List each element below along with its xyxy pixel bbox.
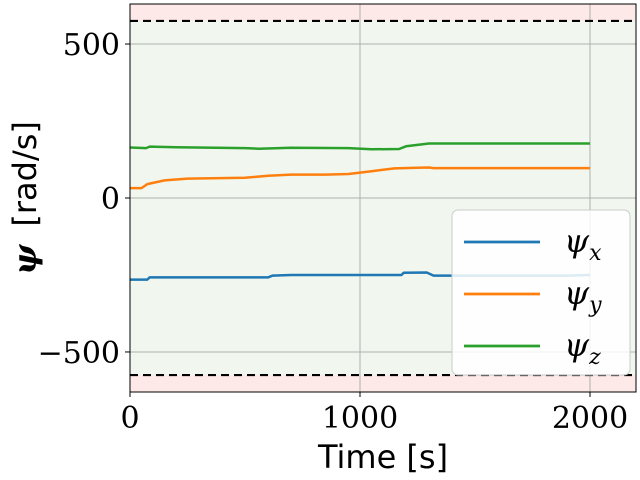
y-axis-label-symbol: ψ bbox=[6, 244, 44, 275]
y-axis-label-units: [rad/s] bbox=[6, 121, 44, 227]
x-tick-label: 1000 bbox=[322, 401, 398, 436]
unsafe-region-upper bbox=[130, 4, 636, 21]
series-line-z bbox=[129, 142, 590, 151]
legend-box bbox=[451, 209, 631, 376]
x-axis-label: Time [s] bbox=[317, 438, 448, 476]
legend-label-z: ψz bbox=[564, 326, 601, 370]
x-tick-label: 0 bbox=[120, 401, 139, 436]
series-line-y bbox=[130, 166, 590, 190]
y-tick-label: −500 bbox=[38, 336, 120, 371]
y-tick-label: 0 bbox=[101, 182, 120, 217]
legend-label-x: ψx bbox=[564, 222, 602, 266]
legend-label-y: ψy bbox=[564, 274, 602, 318]
y-axis-label: ψ [rad/s] bbox=[6, 121, 44, 275]
y-tick-label: 500 bbox=[63, 28, 120, 63]
unsafe-region-lower bbox=[130, 375, 636, 392]
x-tick-label: 2000 bbox=[552, 401, 628, 436]
legend: ψx ψy ψz bbox=[451, 209, 631, 376]
